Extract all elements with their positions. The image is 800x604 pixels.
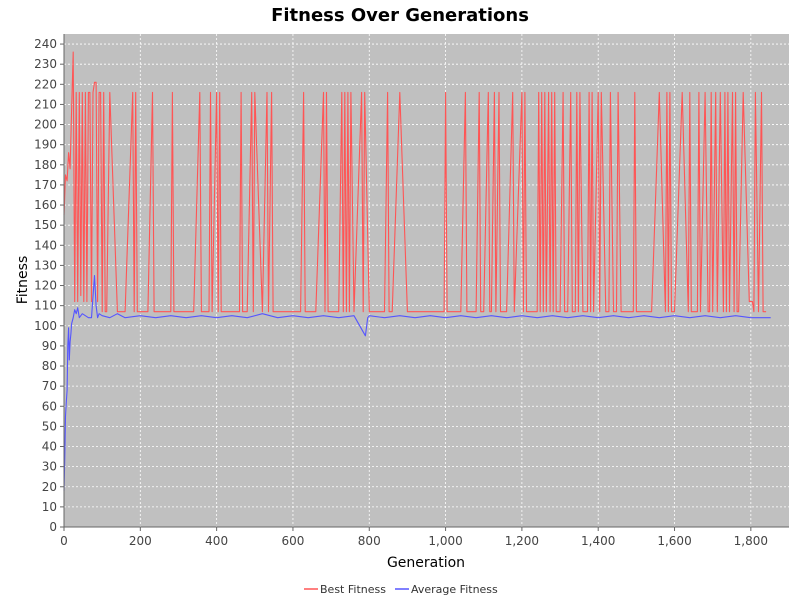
y-tick-label: 160	[34, 198, 57, 212]
x-axis-label: Generation	[387, 555, 465, 571]
y-tick-label: 120	[34, 279, 57, 293]
y-axis: 0 10 20 30 40 50 60 70 80 90 100 110 120 130 140 150 160…	[34, 37, 64, 534]
x-tick-label: 1,000	[428, 534, 462, 548]
x-tick-label: 400	[205, 534, 228, 548]
y-tick-label: 210	[34, 97, 57, 111]
x-tick-label: 0	[60, 534, 68, 548]
legend: Best Fitness Average Fitness	[304, 583, 498, 596]
x-tick-label: 1,600	[657, 534, 691, 548]
y-tick-label: 30	[42, 460, 57, 474]
legend-average-fitness-label: Average Fitness	[411, 583, 498, 596]
y-tick-label: 0	[49, 520, 57, 534]
series-layer	[63, 51, 771, 491]
y-tick-label: 190	[34, 138, 57, 152]
y-tick-label: 50	[42, 419, 57, 433]
y-tick-label: 150	[34, 218, 57, 232]
y-tick-label: 90	[42, 339, 57, 353]
y-tick-label: 10	[42, 500, 57, 514]
x-tick-label: 600	[281, 534, 304, 548]
series-average-fitness-line	[63, 274, 771, 491]
y-tick-label: 20	[42, 480, 57, 494]
y-tick-label: 230	[34, 57, 57, 71]
x-tick-label: 1,800	[734, 534, 768, 548]
y-axis-label: Fitness	[15, 256, 31, 305]
y-tick-label: 200	[34, 118, 57, 132]
y-tick-label: 40	[42, 440, 57, 454]
x-tick-label: 1,400	[581, 534, 615, 548]
x-tick-label: 800	[358, 534, 381, 548]
y-tick-label: 170	[34, 178, 57, 192]
x-axis: 0 200 400 600 800 1,000 1,200 1,400 1,600 1,800	[60, 527, 768, 548]
y-tick-label: 220	[34, 77, 57, 91]
y-tick-label: 180	[34, 158, 57, 172]
y-tick-label: 80	[42, 359, 57, 373]
legend-best-fitness-label: Best Fitness	[320, 583, 386, 596]
y-tick-label: 70	[42, 379, 57, 393]
y-tick-label: 240	[34, 37, 57, 51]
x-tick-label: 1,200	[505, 534, 539, 548]
y-tick-label: 100	[34, 319, 57, 333]
x-tick-label: 200	[129, 534, 152, 548]
y-tick-label: 130	[34, 258, 57, 272]
y-tick-label: 110	[34, 299, 57, 313]
y-tick-label: 140	[34, 238, 57, 252]
y-tick-label: 60	[42, 399, 57, 413]
series-best-fitness-line	[63, 51, 767, 313]
chart-title: Fitness Over Generations	[271, 5, 529, 26]
